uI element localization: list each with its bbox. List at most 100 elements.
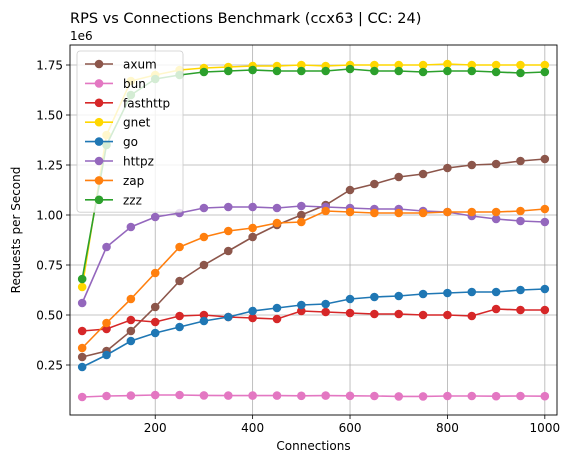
data-point-httpz (248, 202, 257, 212)
legend-item-bun: bun (85, 77, 146, 91)
data-point-go (540, 284, 550, 294)
data-point-zzz (540, 67, 550, 77)
data-point-fasthttp (467, 311, 477, 321)
data-point-zzz (491, 67, 501, 77)
data-point-gnet (297, 60, 306, 70)
data-point-gnet (467, 60, 477, 70)
data-point-httpz (199, 203, 209, 213)
data-point-zzz (516, 68, 525, 78)
data-point-go (126, 336, 136, 346)
series-line-httpz (81, 205, 545, 304)
data-point-bun (491, 391, 501, 401)
legend-marker (94, 195, 104, 205)
data-point-axum (345, 185, 355, 195)
data-point-axum (394, 172, 404, 182)
data-point-zzz (321, 66, 330, 76)
data-point-fasthttp (418, 310, 428, 320)
data-point-httpz (102, 242, 111, 252)
data-point-gnet (370, 60, 379, 70)
x-tick-label: 800 (436, 421, 459, 435)
data-point-zap (321, 206, 330, 216)
data-point-zap (516, 206, 525, 216)
data-point-fasthttp (297, 306, 306, 316)
data-point-fasthttp (102, 324, 111, 334)
data-point-go (443, 288, 452, 298)
data-point-bun (370, 391, 379, 401)
chart-title: RPS vs Connections Benchmark (ccx63 | CC… (70, 11, 421, 27)
data-point-axum (77, 352, 87, 362)
series-bun (77, 390, 550, 402)
data-point-bun (199, 391, 209, 400)
data-point-zap (175, 242, 184, 252)
series-axum (77, 154, 550, 362)
data-point-gnet (394, 60, 404, 70)
data-point-zap (126, 294, 136, 304)
data-point-gnet (491, 60, 501, 70)
axis-ticks: 200 400 600 800 1000 0.25 0.50 0.75 1.00 1.25 1.50… (36, 59, 560, 436)
data-point-gnet (77, 282, 87, 292)
data-point-zap (467, 207, 477, 217)
y-tick-label: 1.50 (36, 109, 63, 123)
data-point-axum (126, 326, 136, 336)
series-go (77, 284, 550, 372)
data-point-zap (394, 208, 404, 218)
data-point-go (345, 294, 355, 304)
data-point-fasthttp (394, 309, 404, 319)
data-point-axum (418, 169, 428, 179)
legend-label: bun (123, 77, 146, 91)
data-point-zap (443, 207, 452, 217)
data-point-gnet (540, 60, 550, 70)
data-point-zzz (223, 66, 233, 76)
data-point-axum (370, 179, 379, 189)
legend-marker (94, 176, 104, 185)
legend-item-go: go (85, 135, 138, 149)
data-point-axum (540, 154, 550, 164)
data-point-go (418, 289, 428, 299)
legend-marker (94, 59, 104, 69)
data-point-httpz (272, 203, 282, 213)
legend-item-gnet: gnet (85, 116, 151, 130)
legend-label: zzz (123, 193, 142, 207)
data-point-fasthttp (491, 304, 501, 314)
data-point-bun (248, 391, 257, 400)
data-point-axum (175, 276, 184, 286)
legend-item-httpz: httpz (85, 155, 154, 169)
data-point-fasthttp (272, 314, 282, 324)
legend-marker (94, 137, 104, 146)
data-point-bun (467, 391, 477, 401)
data-point-httpz (540, 217, 550, 227)
data-point-zzz (345, 64, 355, 74)
data-point-zap (248, 223, 257, 233)
data-point-zzz (443, 66, 452, 76)
legend-item-zzz: zzz (85, 193, 142, 207)
data-point-zzz (297, 66, 306, 76)
data-point-bun (418, 392, 428, 401)
data-point-axum (199, 260, 209, 270)
data-point-axum (491, 159, 501, 169)
data-point-bun (150, 390, 160, 400)
data-point-bun (272, 391, 282, 400)
data-point-bun (345, 391, 355, 401)
data-point-go (467, 287, 477, 297)
data-point-zap (491, 207, 501, 217)
data-point-gnet (443, 59, 452, 69)
legend-item-axum: axum (85, 58, 157, 72)
data-point-httpz (223, 202, 233, 212)
data-point-httpz (126, 222, 136, 232)
legend: axum bun fasthttp gnet go httpz zap zzz (76, 50, 184, 213)
y-axis-scale-label: 1e6 (70, 29, 93, 43)
series-line-go (81, 288, 545, 368)
data-point-go (248, 306, 257, 316)
data-point-go (77, 362, 87, 372)
data-point-zap (102, 318, 111, 328)
data-point-go (102, 350, 111, 360)
data-point-fasthttp (126, 315, 136, 325)
data-point-zzz (199, 67, 209, 77)
data-point-go (175, 322, 184, 332)
data-point-go (516, 285, 525, 295)
data-point-fasthttp (370, 309, 379, 319)
series-zap (77, 204, 550, 353)
x-axis-label: Connections (276, 439, 350, 453)
data-point-fasthttp (516, 305, 525, 315)
data-point-go (223, 312, 233, 322)
